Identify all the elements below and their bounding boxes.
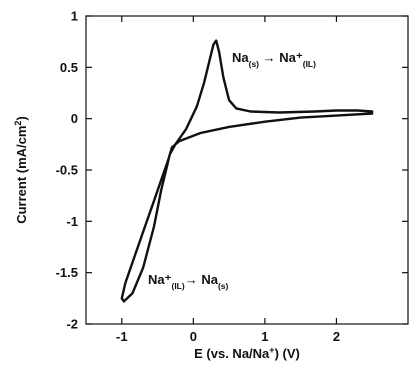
y-tick-label: 0.5: [60, 60, 78, 75]
x-tick-label: -1: [116, 329, 128, 344]
y-axis-title: Current (mA/cm2): [13, 116, 29, 224]
x-tick-label: 0: [190, 329, 197, 344]
y-tick-label: -2: [66, 317, 78, 332]
y-tick-label: -0.5: [56, 163, 78, 178]
x-axis-title: E (vs. Na/Na+) (V): [194, 345, 300, 361]
y-tick-label: 0: [71, 111, 78, 126]
annotation-oxidation: Na(s) → Na⁺(IL): [232, 50, 316, 69]
y-tick-label: 1: [71, 9, 78, 24]
x-tick-label: 1: [261, 329, 268, 344]
series-group: [120, 39, 374, 303]
annotation-reduction: Na⁺(IL)→ Na(s): [148, 272, 229, 291]
x-tick-label: 2: [333, 329, 340, 344]
y-axis: 1 0.5 0 -0.5 -1 -1.5 -2: [56, 9, 408, 332]
cv-curve-line: [120, 39, 374, 303]
y-tick-label: -1.5: [56, 265, 78, 280]
y-tick-label: -1: [66, 214, 78, 229]
x-axis: -1 0 1 2: [116, 16, 340, 344]
